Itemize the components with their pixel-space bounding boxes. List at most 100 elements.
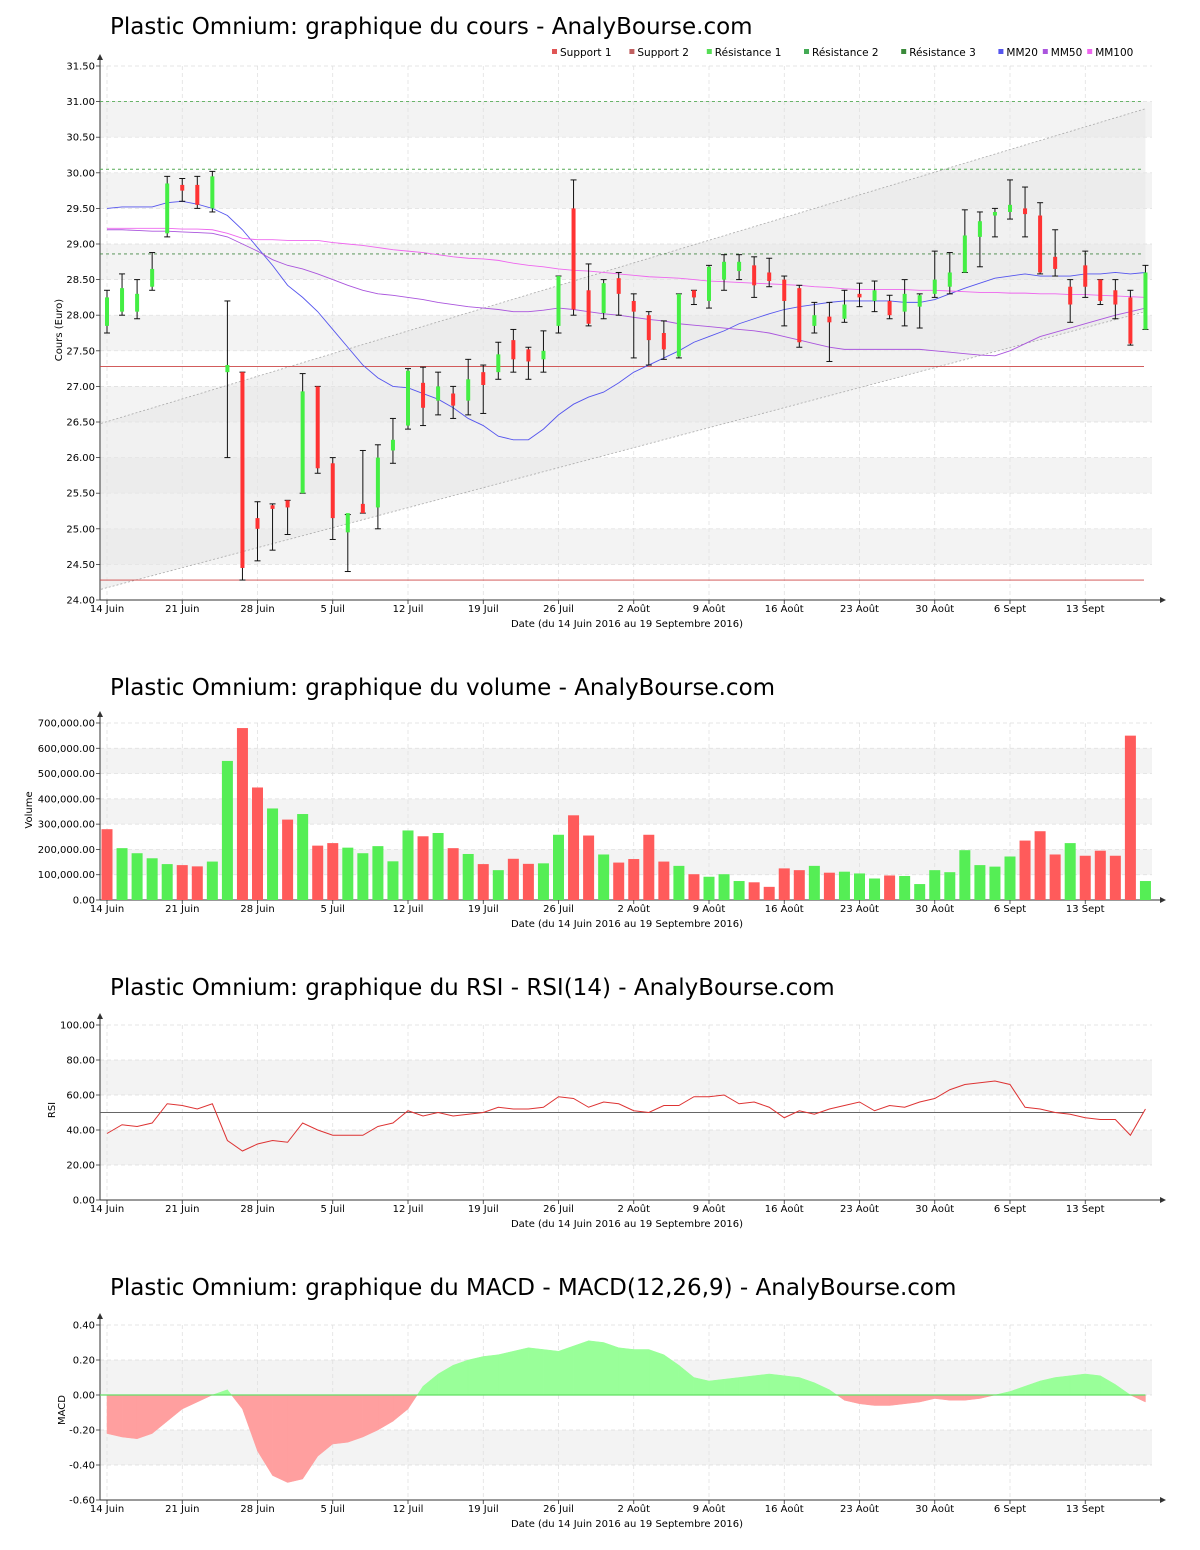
x-tick-label: 30 Août xyxy=(915,1503,954,1515)
macd-area-positive xyxy=(467,1356,484,1396)
volume-chart-ylabel: Volume xyxy=(24,791,35,828)
macd-area-negative xyxy=(347,1394,364,1443)
macd-area-positive xyxy=(633,1349,650,1396)
x-tick-label: 21 Juin xyxy=(165,604,199,615)
candle-body xyxy=(466,379,471,401)
volume-bar xyxy=(869,878,881,900)
candle-body xyxy=(165,183,170,234)
volume-bar xyxy=(236,728,248,900)
macd-area-positive xyxy=(588,1340,604,1396)
y-tick-label: 25.50 xyxy=(66,489,95,500)
macd-area-negative xyxy=(1130,1394,1146,1403)
candle-body xyxy=(315,386,320,469)
candle-body xyxy=(1083,265,1088,287)
candle-body xyxy=(977,221,982,237)
volume-bar xyxy=(1034,831,1046,900)
x-tick-label: 16 Août xyxy=(765,903,804,915)
y-tick-label: 26.50 xyxy=(66,418,95,429)
macd-area-negative xyxy=(302,1394,318,1480)
macd-area-positive xyxy=(768,1373,785,1396)
legend-swatch xyxy=(629,49,635,54)
price-chart-xlabel: Date (du 14 Juin 2016 au 19 Septembre 20… xyxy=(511,619,743,630)
volume-bar xyxy=(914,884,926,900)
x-tick-label: 12 Juil xyxy=(393,1504,424,1515)
x-tick-label: 5 Juil xyxy=(321,904,345,915)
x-tick-label: 5 Juil xyxy=(321,604,345,615)
volume-bar xyxy=(447,848,459,900)
y-tick-label: 27.00 xyxy=(66,382,95,393)
x-tick-label: 23 Août xyxy=(840,903,879,915)
volume-bar xyxy=(944,872,956,900)
price-chart-legend: Support 1 Support 2 Résistance 1 Résistance… xyxy=(552,47,1133,59)
rsi-chart-ylabel: RSI xyxy=(47,1102,58,1118)
x-tick-label: 21 Juin xyxy=(165,1204,199,1215)
legend-swatch xyxy=(804,49,809,54)
y-tick-label: 28.00 xyxy=(66,311,95,322)
y-tick-label: 300,000.00 xyxy=(38,820,95,831)
volume-bar xyxy=(763,886,775,900)
y-tick-label: 600,000.00 xyxy=(38,744,95,755)
macd-area-negative xyxy=(182,1394,198,1410)
candle-body xyxy=(541,350,546,360)
rsi-chart-title: Plastic Omnium: graphique du RSI - RSI(1… xyxy=(110,975,835,1001)
macd-area-negative xyxy=(121,1394,138,1440)
macd-area-positive xyxy=(723,1377,740,1396)
candle-body xyxy=(646,315,651,341)
legend-swatch xyxy=(1087,49,1093,54)
channel-lower-line xyxy=(100,311,1146,590)
candle-body xyxy=(511,340,516,360)
volume-bar xyxy=(823,872,835,900)
y-tick-label: 60.00 xyxy=(66,1091,95,1102)
y-tick-label: -0.40 xyxy=(69,1461,95,1472)
macd-area-negative xyxy=(136,1394,153,1440)
legend-label: Support 2 xyxy=(637,47,689,59)
candle-body xyxy=(737,261,742,272)
volume-bar xyxy=(643,834,655,900)
candle-body xyxy=(661,333,666,350)
y-axis-arrow xyxy=(97,54,103,60)
macd-area-negative xyxy=(392,1394,409,1422)
volume-bar xyxy=(1064,843,1076,900)
y-tick-label: 40.00 xyxy=(66,1126,95,1137)
volume-bar xyxy=(1079,855,1091,900)
x-tick-label: 9 Août xyxy=(693,1503,726,1515)
macd-area-positive xyxy=(483,1354,499,1396)
volume-bar xyxy=(1094,850,1106,900)
candle-body xyxy=(691,290,696,298)
y-axis-arrow xyxy=(97,711,103,717)
candle-body xyxy=(1098,279,1103,301)
x-tick-label: 16 Août xyxy=(765,603,804,615)
candle-body xyxy=(992,211,997,216)
ma-line-mm20 xyxy=(106,200,1146,441)
candle-body xyxy=(451,393,456,406)
volume-bar xyxy=(838,871,850,900)
macd-area-negative xyxy=(377,1394,394,1431)
grid-band xyxy=(100,1060,1152,1095)
candle-body xyxy=(180,184,185,191)
legend-swatch xyxy=(998,49,1004,54)
volume-bar xyxy=(793,870,805,900)
volume-bar xyxy=(417,836,429,900)
y-tick-label: 24.00 xyxy=(66,596,95,607)
y-tick-label: 25.00 xyxy=(66,524,95,535)
y-tick-label: 100,000.00 xyxy=(38,870,95,881)
volume-bar xyxy=(191,866,203,900)
volume-bar xyxy=(628,859,640,900)
x-tick-label: 19 Juil xyxy=(468,604,499,615)
x-tick-label: 23 Août xyxy=(840,1203,879,1215)
macd-area-positive xyxy=(738,1375,755,1396)
macd-chart-ylabel: MACD xyxy=(57,1395,68,1425)
candle-body xyxy=(827,316,832,323)
candle-body xyxy=(857,293,862,298)
candle-body xyxy=(782,279,787,301)
candle-body xyxy=(676,293,681,357)
volume-bar xyxy=(357,853,369,900)
candle-body xyxy=(270,505,275,509)
candle-body xyxy=(436,386,441,401)
candle-body xyxy=(902,293,907,312)
volume-bar xyxy=(327,843,339,900)
volume-bar xyxy=(372,846,384,900)
x-tick-label: 13 Sept xyxy=(1066,904,1105,915)
legend-label: Résistance 3 xyxy=(909,47,976,59)
x-tick-label: 6 Sept xyxy=(994,1204,1026,1215)
